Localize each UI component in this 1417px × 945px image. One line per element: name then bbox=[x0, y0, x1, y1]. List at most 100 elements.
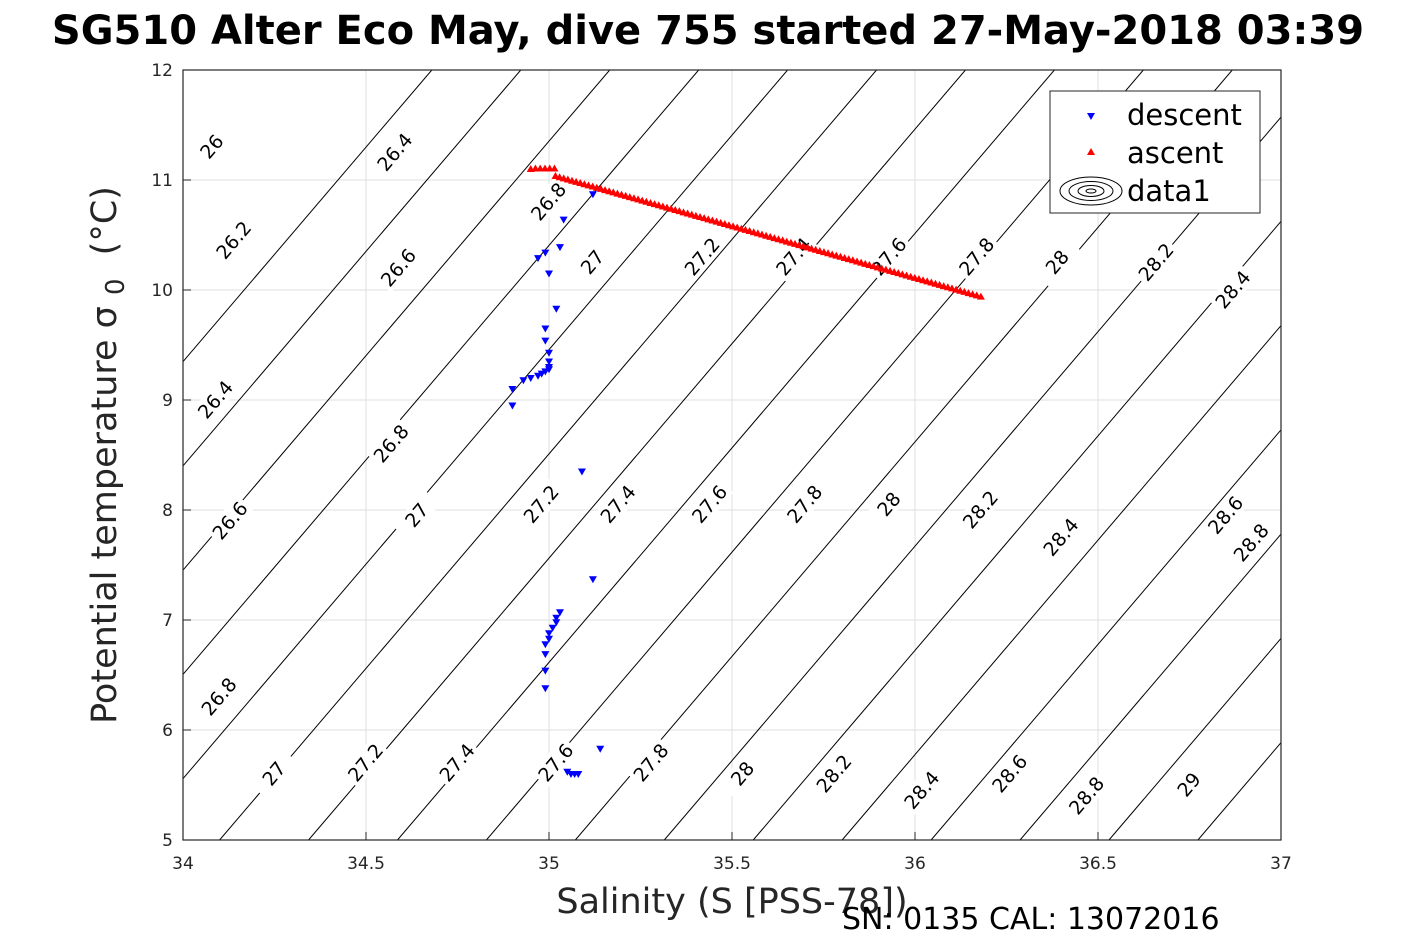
descent-point bbox=[541, 667, 550, 675]
density-contours: 2626.226.426.426.626.626.826.826.8272727… bbox=[183, 70, 1417, 840]
contour-label-group: 27.4 bbox=[593, 478, 642, 530]
isopycnal-line bbox=[183, 70, 788, 780]
descent-point bbox=[552, 614, 561, 622]
contour-label-bg bbox=[678, 230, 726, 282]
legend-ascent-label: ascent bbox=[1127, 136, 1223, 170]
contour-label-bg bbox=[432, 736, 481, 788]
contour-label-bg bbox=[1033, 236, 1081, 288]
contour-label-bg bbox=[341, 736, 390, 788]
contour-label-group: 27.8 bbox=[626, 736, 675, 788]
descent-point bbox=[545, 635, 553, 643]
descent-point bbox=[519, 377, 528, 385]
isopycnal-line bbox=[1376, 70, 1417, 840]
legend-descent-marker bbox=[1087, 113, 1095, 120]
descent-point bbox=[563, 768, 572, 776]
contour-label-bg bbox=[209, 214, 258, 266]
contour-label-bg bbox=[531, 736, 580, 788]
contour-label-bg bbox=[366, 417, 415, 469]
descent-point bbox=[555, 609, 564, 617]
descent-point bbox=[588, 576, 597, 584]
isopycnal-line bbox=[183, 70, 433, 363]
contour-label-bg bbox=[370, 126, 419, 178]
chart-title: SG510 Alter Eco May, dive 755 started 27… bbox=[52, 8, 1364, 54]
contour-label-group: 26.6 bbox=[374, 241, 423, 293]
contour-label-bg bbox=[593, 478, 642, 530]
descent-point bbox=[508, 402, 517, 410]
contour-label-bg bbox=[1164, 758, 1213, 810]
isopycnal-line bbox=[1287, 70, 1417, 840]
descent-point bbox=[526, 375, 535, 382]
y-tick-label: 12 bbox=[151, 61, 173, 81]
descent-point bbox=[596, 745, 605, 753]
contour-label-bg bbox=[956, 483, 1005, 535]
contour-label-bg bbox=[864, 478, 913, 530]
contour-label-bg bbox=[1208, 263, 1257, 315]
contour-label-group: 28 bbox=[1033, 236, 1081, 288]
descent-point bbox=[537, 370, 546, 378]
isopycnal-line bbox=[752, 220, 1281, 840]
legend-data1-label: data1 bbox=[1127, 174, 1211, 208]
descent-point bbox=[545, 270, 553, 278]
contour-label-bg bbox=[1131, 236, 1180, 288]
contour-label-group: 28.4 bbox=[1036, 511, 1085, 563]
isopycnal-line bbox=[308, 70, 966, 840]
x-tick-label: 35 bbox=[538, 854, 560, 874]
contour-label-bg bbox=[516, 478, 565, 530]
ascent-point bbox=[550, 164, 559, 172]
isopycnal-line bbox=[183, 70, 522, 467]
y-axis-label-subscript: 0 bbox=[101, 278, 131, 295]
legend: descent ascent data1 bbox=[1049, 90, 1261, 214]
isopycnal-line bbox=[930, 429, 1281, 840]
x-tick-label: 37 bbox=[1270, 854, 1292, 874]
contour-label-bg bbox=[568, 236, 617, 288]
contour-label-bg bbox=[205, 494, 254, 546]
legend-box bbox=[1049, 90, 1261, 214]
legend-ascent-marker bbox=[1087, 148, 1095, 155]
contour-label-bg bbox=[1227, 516, 1275, 568]
isopycnal-line bbox=[1019, 533, 1281, 840]
descent-point bbox=[552, 305, 561, 313]
serial-calibration-note: SN: 0135 CAL: 13072016 bbox=[842, 902, 1220, 937]
contour-label-group: 26.8 bbox=[366, 417, 415, 469]
ascent-point bbox=[976, 292, 985, 300]
descent-point bbox=[541, 641, 550, 649]
descent-point bbox=[508, 386, 517, 393]
contour-label-bg bbox=[392, 489, 441, 541]
y-tick-label: 11 bbox=[151, 171, 173, 191]
contour-label-group: 26.2 bbox=[209, 214, 258, 266]
descent-series bbox=[508, 191, 605, 778]
isopycnal-line bbox=[841, 324, 1281, 840]
y-tick-label: 7 bbox=[162, 611, 173, 631]
contour-label-bg bbox=[249, 747, 298, 799]
contour-label-group: 28.4 bbox=[897, 764, 946, 816]
x-tick-label: 35.5 bbox=[713, 854, 751, 874]
contour-label-group: 28.8 bbox=[1062, 769, 1111, 821]
contour-label-bg bbox=[191, 373, 240, 425]
x-tick-label: 34 bbox=[172, 854, 194, 874]
contour-label-bg bbox=[718, 747, 767, 799]
contour-label-bg bbox=[952, 230, 1001, 282]
isopycnal-line bbox=[1108, 637, 1281, 840]
contour-label-bg bbox=[374, 241, 423, 293]
y-axis-ticks: 5 6 7 8 9 10 11 12 bbox=[151, 61, 191, 851]
descent-point bbox=[545, 630, 553, 638]
contour-label-group: 28.2 bbox=[809, 747, 858, 799]
contour-label-bg bbox=[187, 120, 236, 172]
descent-point bbox=[541, 368, 550, 376]
contour-label-group: 28 bbox=[718, 747, 767, 799]
isopycnal-line bbox=[219, 70, 877, 840]
contour-label-group: 26.8 bbox=[194, 670, 243, 722]
y-tick-label: 8 bbox=[162, 501, 173, 521]
x-tick-label: 36.5 bbox=[1079, 854, 1117, 874]
contour-label-bg bbox=[1201, 489, 1250, 541]
x-axis-label: Salinity (S [PSS-78]) bbox=[556, 882, 907, 922]
contour-label-group: 26.4 bbox=[370, 126, 419, 178]
isopycnal-line bbox=[397, 70, 1055, 840]
contour-label-bg bbox=[897, 764, 946, 816]
x-axis-ticks: 34 34.5 35 35.5 36 36.5 37 bbox=[172, 832, 1292, 874]
contour-label-group: 27.4 bbox=[432, 736, 481, 788]
y-tick-label: 6 bbox=[162, 721, 173, 741]
contour-label-group: 28 bbox=[864, 478, 913, 530]
descent-point bbox=[555, 244, 564, 252]
legend-contour-icon bbox=[1059, 176, 1123, 206]
